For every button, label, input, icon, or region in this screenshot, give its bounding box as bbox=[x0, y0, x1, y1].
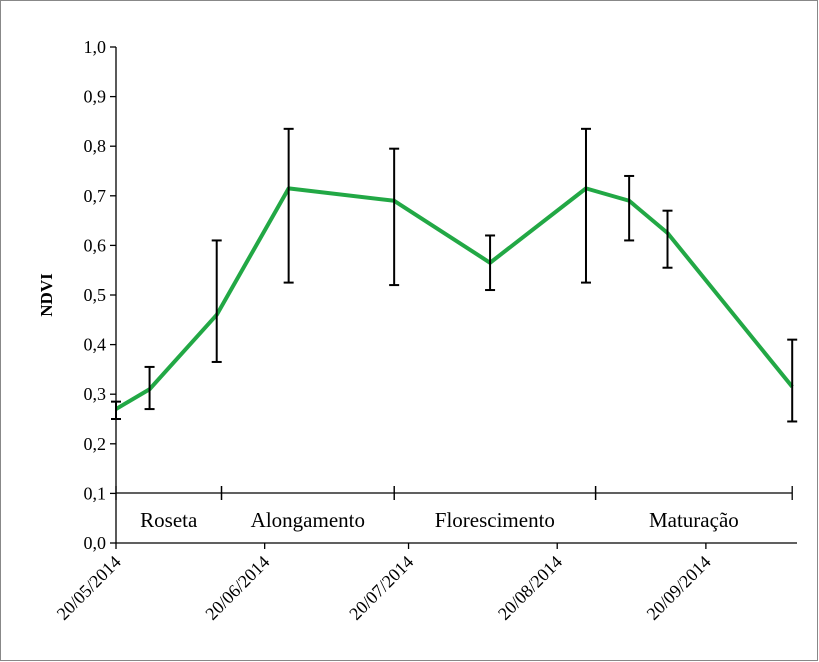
y-tick-label: 0,9 bbox=[84, 87, 107, 107]
y-tick-label: 0,3 bbox=[84, 384, 107, 404]
phase-label: Florescimento bbox=[435, 508, 555, 532]
y-tick-label: 0,5 bbox=[84, 285, 107, 305]
data-line bbox=[114, 186, 794, 411]
y-tick-label: 0,0 bbox=[84, 533, 107, 553]
y-axis-label: NDVI bbox=[37, 273, 56, 317]
y-tick-label: 0,1 bbox=[84, 483, 107, 503]
y-tick-label: 0,4 bbox=[84, 335, 107, 355]
y-tick-label: 0,6 bbox=[84, 235, 107, 255]
y-tick-label: 0,7 bbox=[84, 186, 107, 206]
y-tick-label: 0,8 bbox=[84, 136, 107, 156]
y-tick-label: 1,0 bbox=[84, 37, 107, 57]
phase-label: Alongamento bbox=[251, 508, 365, 532]
phase-label: Maturação bbox=[649, 508, 739, 532]
phase-label: Roseta bbox=[140, 508, 198, 532]
y-tick-label: 0,2 bbox=[84, 434, 107, 454]
